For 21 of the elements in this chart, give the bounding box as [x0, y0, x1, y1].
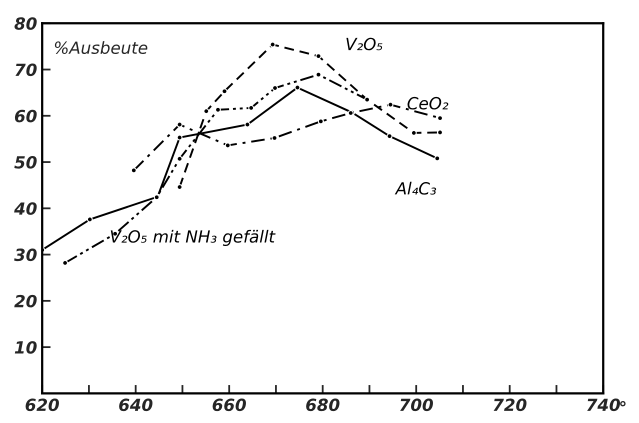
x-tick-label: 700	[400, 398, 434, 412]
x-tick-label: 720	[494, 398, 527, 412]
y-axis-title: %Ausbeute	[54, 41, 148, 54]
series-label: V₂O₅ mit NH₃ gefällt	[110, 230, 276, 246]
x-tick-label: 740	[587, 398, 620, 412]
y-tick-label: 50	[14, 156, 37, 169]
y-tick-label: 60	[14, 110, 37, 122]
x-tick-label: 660	[212, 398, 246, 412]
series-label: Al₄C₃	[394, 182, 436, 195]
x-tick-label: 640	[119, 398, 152, 412]
y-tick-label: 40	[14, 202, 37, 215]
y-tick-label: 20	[14, 294, 37, 308]
series-label: V₂O₅	[346, 38, 382, 50]
y-tick-label: 80	[14, 17, 37, 30]
y-tick-label: 10	[14, 341, 37, 354]
x-axis-title: °	[620, 400, 626, 406]
x-tick-label: 680	[306, 398, 340, 412]
y-tick-label: 30	[14, 248, 37, 262]
x-tick-label: 620	[26, 398, 59, 412]
series-label: CeO₂	[408, 96, 448, 110]
y-tick-label: 70	[15, 63, 37, 76]
